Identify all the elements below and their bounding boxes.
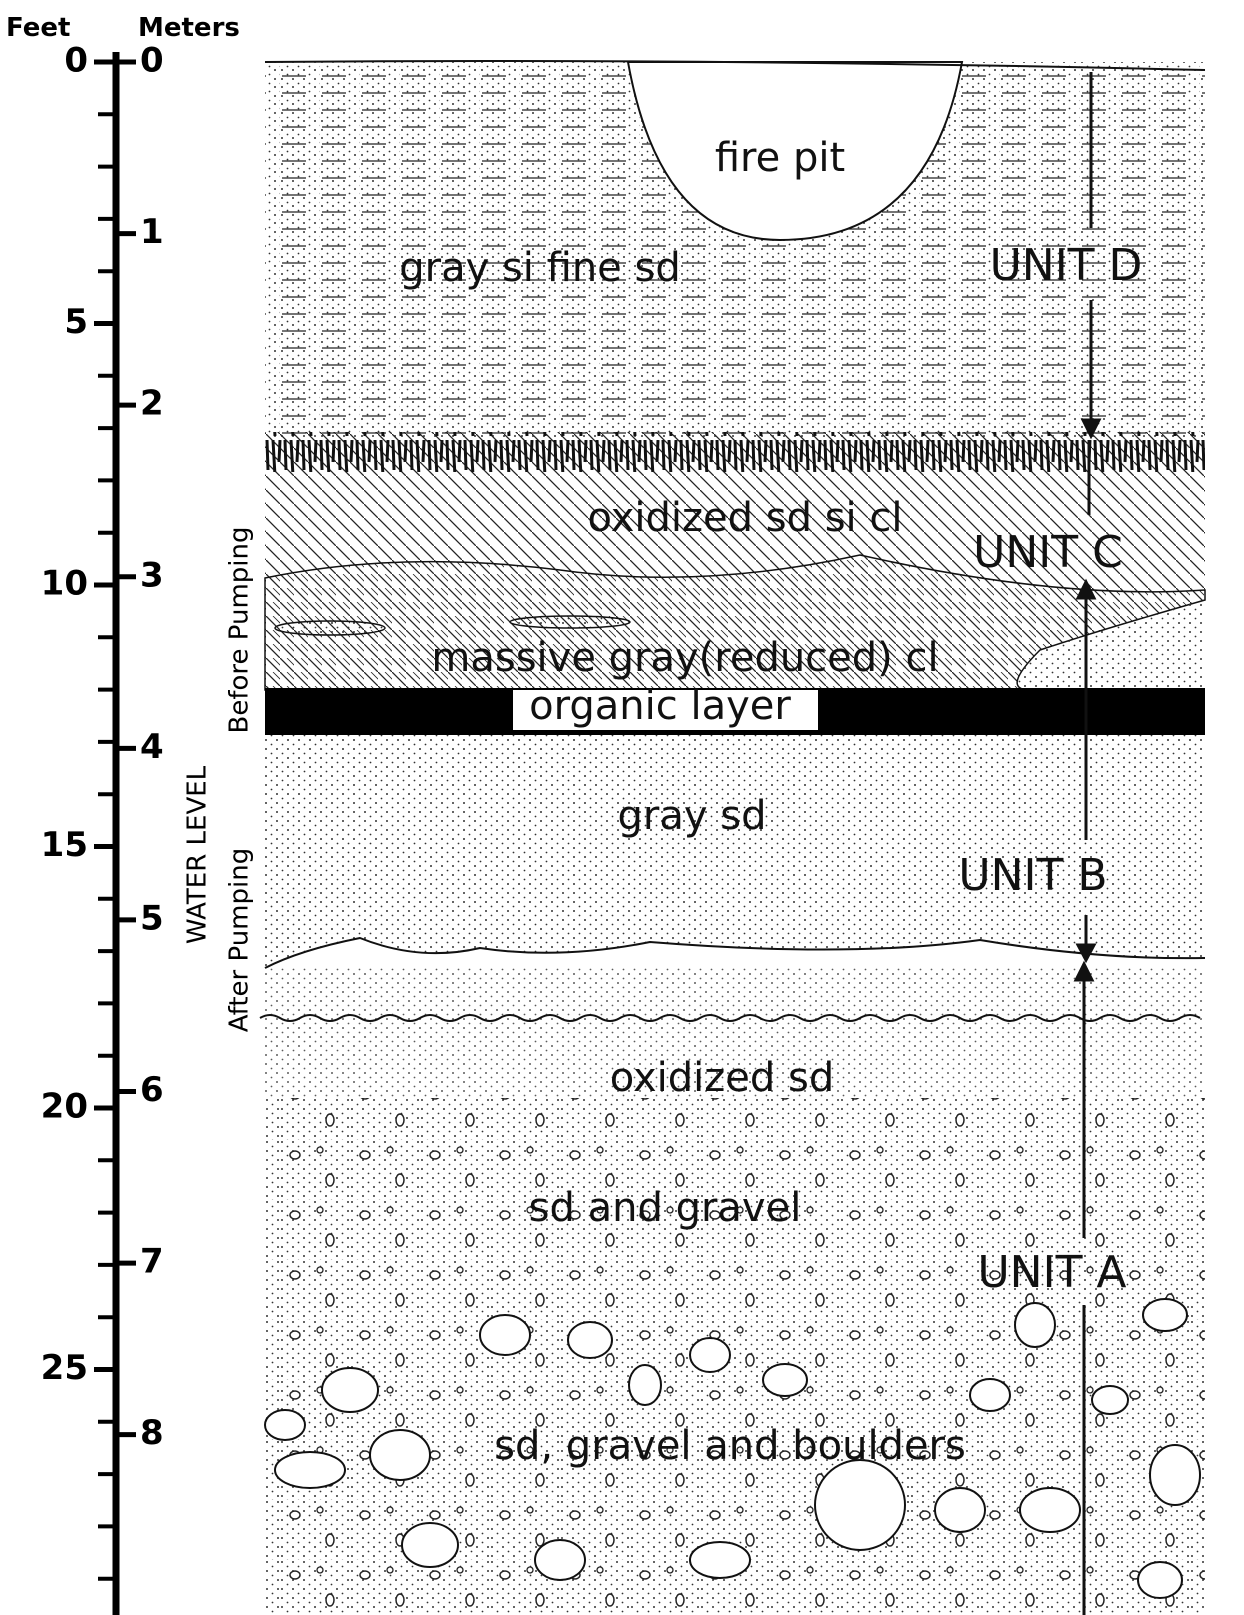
water-level-title: WATER LEVEL: [183, 765, 213, 944]
scale-ticks: 0 5 10 15 20 25 0 1 2 3 4 5 6 7 8: [41, 41, 164, 1581]
feet-tick-label: 15: [41, 825, 88, 865]
contact-line: [264, 936, 1206, 969]
meters-header: Meters: [138, 13, 240, 43]
oxidized-sand-layer: [265, 968, 1205, 1098]
meter-tick-label: 7: [140, 1242, 164, 1282]
feet-tick-label: 25: [41, 1348, 88, 1388]
layer-label: oxidized sd: [610, 1055, 834, 1101]
unit-arrows: [1073, 72, 1102, 1615]
gray-sand-layer: [265, 735, 1205, 968]
feet-tick-label: 0: [64, 41, 88, 81]
unit-label: UNIT A: [977, 1247, 1126, 1298]
label-box: [513, 690, 818, 730]
layer-label: fire pit: [715, 135, 845, 181]
layer-label: massive gray(reduced) cl: [431, 635, 938, 681]
layer-label: gray si fine sd: [399, 245, 681, 291]
feet-tick-label: 10: [41, 564, 88, 604]
water-level-line: [259, 1014, 1201, 1022]
unit-labels: UNIT D UNIT C UNIT B UNIT A: [958, 240, 1142, 1298]
layer-label: oxidized sd si cl: [588, 495, 903, 541]
water-level-after: After Pumping: [225, 848, 255, 1032]
feet-tick-label: 20: [41, 1087, 88, 1127]
meter-tick-label: 1: [140, 212, 164, 252]
meter-tick-label: 8: [140, 1413, 164, 1453]
sand-lens: [509, 615, 631, 629]
sand-lens: [274, 620, 386, 636]
feet-tick-label: 5: [64, 302, 88, 342]
feet-header: Feet: [6, 13, 70, 43]
meter-tick-label: 0: [140, 41, 164, 81]
layer-labels: fire pit gray si fine sd oxidized sd si …: [399, 135, 966, 1469]
water-level-before: Before Pumping: [225, 526, 255, 733]
unit-label: UNIT D: [990, 240, 1143, 291]
meter-tick-label: 6: [140, 1070, 164, 1110]
meter-tick-label: 3: [140, 555, 164, 595]
boulders: [264, 1298, 1201, 1599]
layer-label: organic layer: [529, 683, 791, 729]
unit-label: UNIT B: [958, 850, 1107, 901]
layer-label: gray sd: [618, 793, 767, 839]
meter-tick-label: 2: [140, 384, 164, 424]
layer-label: sd, gravel and boulders: [494, 1423, 966, 1469]
meter-tick-label: 4: [140, 727, 164, 767]
meter-tick-label: 5: [140, 898, 164, 938]
fire-pit: [626, 61, 964, 242]
sand-lens: [1017, 600, 1205, 690]
unit-label: UNIT C: [973, 527, 1123, 578]
ground-surface: [264, 60, 1206, 71]
layer-label: sd and gravel: [529, 1185, 802, 1231]
root-zone: [265, 432, 1205, 472]
